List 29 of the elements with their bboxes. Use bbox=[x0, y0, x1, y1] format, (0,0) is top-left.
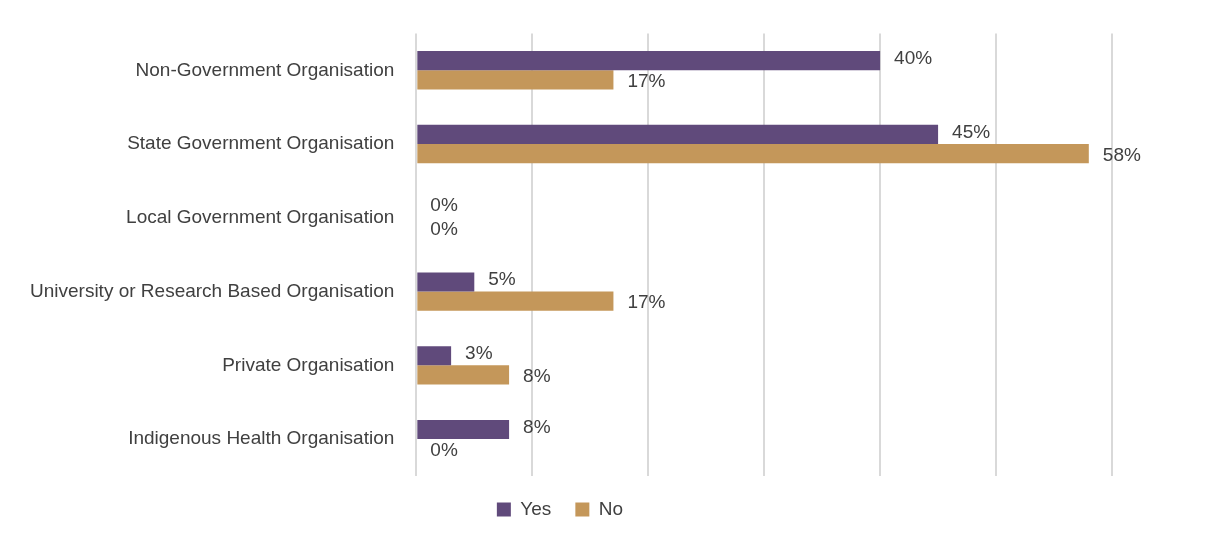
data-label: 40% bbox=[894, 46, 933, 68]
bar bbox=[417, 144, 1089, 164]
y-tick-label: Local Government Organisation bbox=[126, 206, 395, 228]
y-tick-label: University or Research Based Organisation bbox=[29, 279, 395, 301]
bar bbox=[417, 51, 881, 71]
bar bbox=[417, 419, 510, 440]
data-label: 0% bbox=[430, 438, 458, 460]
y-tick-label: State Government Organisation bbox=[127, 132, 395, 154]
bar bbox=[417, 346, 452, 366]
legend-label: No bbox=[598, 497, 624, 519]
bar bbox=[417, 272, 475, 292]
bar bbox=[417, 70, 614, 90]
data-label: 58% bbox=[1102, 143, 1141, 165]
data-label: 45% bbox=[952, 120, 991, 142]
legend-label: Yes bbox=[520, 497, 552, 519]
data-label: 5% bbox=[488, 268, 516, 290]
data-label: 0% bbox=[430, 194, 458, 216]
data-label: 17% bbox=[627, 291, 666, 313]
data-label: 17% bbox=[627, 70, 666, 92]
bar bbox=[417, 291, 614, 311]
data-label: 8% bbox=[523, 365, 551, 387]
bar bbox=[417, 365, 510, 385]
bar bbox=[417, 124, 939, 145]
y-tick-label: Non-Government Organisation bbox=[135, 58, 395, 80]
y-tick-label: Private Organisation bbox=[222, 353, 395, 375]
y-tick-label: Indigenous Health Organisation bbox=[128, 427, 395, 449]
data-label: 8% bbox=[523, 415, 551, 437]
data-label: 3% bbox=[465, 341, 493, 363]
data-label: 0% bbox=[430, 217, 458, 239]
